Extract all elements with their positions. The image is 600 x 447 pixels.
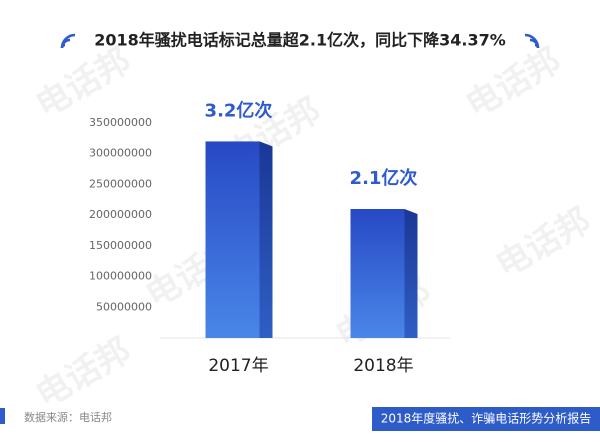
- bar-side: [404, 209, 418, 338]
- bar-side: [259, 141, 273, 338]
- y-tick-label: 300000000: [89, 147, 152, 160]
- footer-text: 2018年度骚扰、诈骗电话形势分析报告: [381, 411, 592, 426]
- x-tick-label: 2017年: [208, 356, 268, 376]
- y-tick-label: 50000000: [96, 300, 152, 313]
- watermark: 电话邦: [29, 40, 137, 126]
- chart-title: 2018年骚扰电话标记总量超2.1亿次，同比下降34.37%: [94, 31, 506, 50]
- footer-accent: [0, 408, 5, 424]
- x-tick-label: 2018年: [353, 356, 413, 376]
- footer-box: [372, 407, 600, 431]
- source: 数据来源：电话邦: [24, 410, 112, 424]
- value-label: 2.1亿次: [350, 167, 418, 189]
- watermark: 电话邦: [459, 40, 567, 126]
- y-tick-label: 350000000: [89, 116, 152, 129]
- y-tick-label: 200000000: [89, 208, 152, 221]
- y-tick-label: 250000000: [89, 177, 152, 190]
- watermarks: 电话邦电话邦电话邦电话邦电话邦电话邦电话邦: [29, 40, 597, 416]
- watermark: 电话邦: [29, 330, 137, 416]
- y-tick-label: 100000000: [89, 270, 152, 283]
- bar: [350, 209, 405, 338]
- y-tick-label: 150000000: [89, 239, 152, 252]
- watermark: 电话邦: [489, 200, 597, 286]
- title-icon-right: [524, 33, 540, 49]
- bar: [205, 141, 260, 338]
- value-label: 3.2亿次: [205, 99, 273, 121]
- title-icon-left: [60, 33, 76, 49]
